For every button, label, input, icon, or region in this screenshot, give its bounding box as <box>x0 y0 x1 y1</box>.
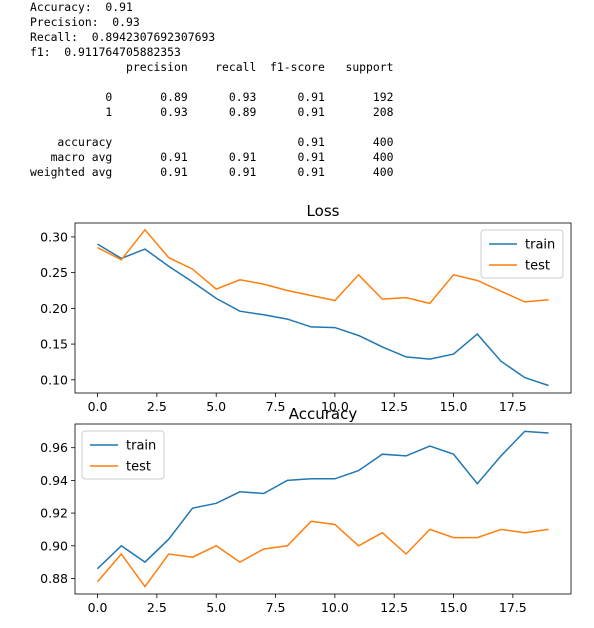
x-tick-label: 7.5 <box>266 399 286 414</box>
chart-title: Accuracy <box>289 405 358 423</box>
series-line-test <box>97 228 549 305</box>
series-line-train <box>97 243 549 387</box>
y-tick-label: 0.94 <box>40 473 68 488</box>
legend-box <box>81 430 165 480</box>
report-line: precision recall f1-score support <box>30 60 394 74</box>
y-tick-label: 0.96 <box>40 440 68 455</box>
series-line-train <box>96 430 549 570</box>
x-tick-label: 10.0 <box>321 600 349 615</box>
x-tick-label: 2.5 <box>147 600 167 615</box>
x-tick-label: 10.0 <box>321 399 349 414</box>
x-tick-label: 2.5 <box>147 399 167 414</box>
x-tick-label: 12.5 <box>380 600 408 615</box>
legend-label-train: train <box>126 439 156 454</box>
y-tick-label: 0.10 <box>40 372 68 387</box>
legend-label-train: train <box>525 238 555 253</box>
x-tick-label: 17.5 <box>499 600 527 615</box>
y-tick-label: 0.20 <box>40 301 68 316</box>
y-tick-label: 0.88 <box>40 571 68 586</box>
x-tick-label: 0.0 <box>88 600 108 615</box>
report-line: accuracy 0.91 400 <box>30 135 394 149</box>
y-tick-label: 0.30 <box>40 229 68 244</box>
x-tick-label: 0.0 <box>88 399 108 414</box>
report-line: 0 0.89 0.93 0.91 192 <box>30 90 394 104</box>
x-tick-label: 12.5 <box>380 399 408 414</box>
y-tick-label: 0.90 <box>40 538 68 553</box>
chart-title: Loss <box>307 202 340 220</box>
report-line: Precision: 0.93 <box>30 15 140 29</box>
y-tick-label: 0.25 <box>40 265 68 280</box>
x-tick-label: 15.0 <box>440 399 468 414</box>
x-tick-label: 5.0 <box>206 600 226 615</box>
report-line: macro avg 0.91 0.91 0.91 400 <box>30 150 394 164</box>
x-tick-label: 5.0 <box>206 399 226 414</box>
legend-label-test: test <box>126 460 151 475</box>
y-tick-label: 0.15 <box>40 337 68 352</box>
report-line: Recall: 0.8942307692307693 <box>30 30 216 44</box>
report-line: weighted avg 0.91 0.91 0.91 400 <box>30 165 394 179</box>
plot-frame <box>74 423 572 595</box>
x-tick-label: 15.0 <box>440 600 468 615</box>
report-line: f1: 0.911764705882353 <box>30 45 181 59</box>
legend-label-test: test <box>525 259 550 274</box>
report-line: Accuracy: 0.91 <box>30 0 133 14</box>
x-tick-label: 7.5 <box>266 600 286 615</box>
report-line: 1 0.93 0.89 0.91 208 <box>30 105 394 119</box>
series-line-test <box>96 520 549 588</box>
y-tick-label: 0.92 <box>40 506 68 521</box>
classification-report: Accuracy: 0.91 Precision: 0.93 Recall: 0.8… <box>30 0 393 180</box>
x-tick-label: 17.5 <box>499 399 527 414</box>
legend-box <box>480 229 564 279</box>
